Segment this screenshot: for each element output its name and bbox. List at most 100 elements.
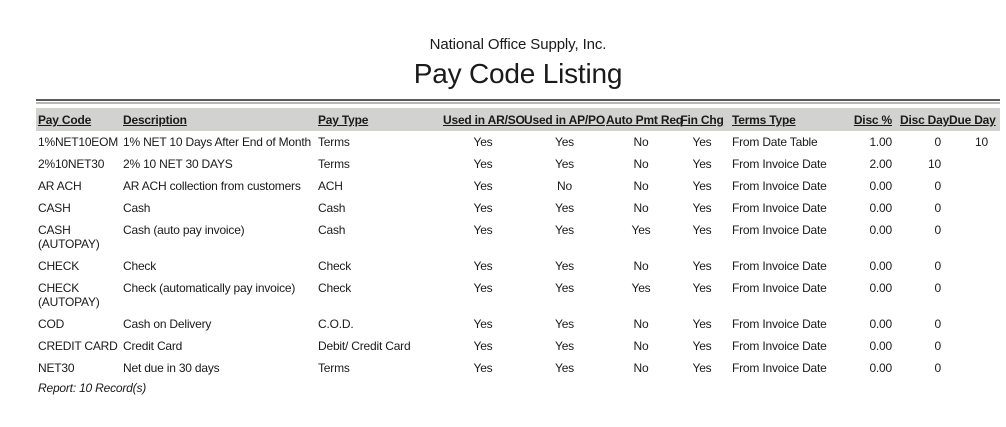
cell-disc_day: 0 [934,281,942,295]
cell-description: 1% NET 10 Days After End of Month [123,135,311,149]
cell-pay_code: NET30 [38,361,75,375]
cell-used_ap_po: Yes [555,339,574,353]
cell-terms_type: From Invoice Date [732,259,827,273]
cell-fin_chg: Yes [692,157,712,171]
pay-code-listing-report: National Office Supply, Inc. Pay Code Li… [0,36,1006,427]
cell-used_ar_so: Yes [473,339,493,353]
cell-disc_day: 0 [934,339,942,353]
cell-fin_chg: Yes [692,361,712,375]
cell-disc_pct: 1.00 [869,135,892,149]
cell-description: AR ACH collection from customers [123,179,301,193]
cell-due_day [949,357,1000,379]
cell-used_ap_po: Yes [555,361,574,375]
cell-pay_type: Check [318,259,352,273]
cell-auto_pmt_req: No [633,259,649,273]
column-header-pay_type: Pay Type [318,113,369,127]
cell-fin_chg: Yes [692,223,712,237]
cell-used_ap_po: Yes [555,223,574,237]
cell-disc_day: 0 [934,259,942,273]
page-title: Pay Code Listing [413,58,623,89]
cell-disc_pct: 0.00 [869,223,892,237]
cell-fin_chg: Yes [692,259,712,273]
cell-used_ar_so: Yes [473,179,493,193]
cell-auto_pmt_req: No [633,157,649,171]
cell-terms_type: From Invoice Date [732,223,827,237]
cell-used_ar_so: Yes [473,201,493,215]
table-body: 1%NET10EOM 1% NET 10 Days After End of Mo… [36,131,1000,379]
table-row: CREDIT CARD Credit Card Debit/ Credit Card… [36,335,1000,357]
cell-used_ap_po: Yes [555,135,574,149]
table-row: CHECK (AUTOPAY) Check (automatically pay … [36,277,1000,313]
cell-used_ap_po: Yes [555,157,574,171]
cell-disc_pct: 0.00 [869,281,892,295]
cell-pay_type: Terms [318,157,350,171]
table-row: 1%NET10EOM 1% NET 10 Days After End of Mo… [36,131,1000,153]
table-row: NET30 Net due in 30 days Terms Yes Yes No Yes F… [36,357,1000,379]
cell-used_ar_so: Yes [473,317,493,331]
cell-due_day [949,197,1000,219]
cell-terms_type: From Date Table [732,135,818,149]
cell-pay_code: CHECK [38,259,80,273]
cell-fin_chg: Yes [692,135,712,149]
cell-pay_type: Terms [318,361,350,375]
cell-description: Cash on Delivery [123,317,212,331]
cell-due_day [949,175,1000,197]
cell-pay_code: CREDIT CARD [38,339,118,353]
cell-description: Cash (auto pay invoice) [123,223,245,237]
cell-pay_type: C.O.D. [318,317,354,331]
cell-disc_pct: 0.00 [869,201,892,215]
column-header-description: Description [123,113,187,127]
cell-auto_pmt_req: No [633,361,649,375]
cell-disc_day: 0 [934,223,942,237]
cell-description: Net due in 30 days [123,361,220,375]
cell-description: Check [123,259,157,273]
cell-due_day [949,219,1000,255]
cell-disc_pct: 0.00 [869,179,892,193]
column-header-disc_day: Disc Day [900,113,950,127]
cell-terms_type: From Invoice Date [732,317,827,331]
cell-used_ap_po: No [557,179,572,193]
table-row: CHECK Check Check Yes Yes No Yes From Invoice D… [36,255,1000,277]
company-name: National Office Supply, Inc. [429,36,607,53]
cell-disc_day: 0 [934,361,942,375]
cell-used_ap_po: Yes [555,201,574,215]
cell-description: Check (automatically pay invoice) [123,281,296,295]
cell-used_ap_po: Yes [555,281,574,295]
cell-description: Cash [123,201,151,215]
column-header-due_day: Due Day [949,113,996,127]
cell-due_day [949,313,1000,335]
cell-disc_day: 10 [928,157,941,171]
cell-fin_chg: Yes [692,201,712,215]
cell-pay_type: Cash [318,201,346,215]
cell-pay_code: CASH [38,201,71,215]
column-header-pay_code: Pay Code [38,113,92,127]
cell-due_day [949,277,1000,313]
cell-auto_pmt_req: No [633,135,649,149]
cell-disc_day: 0 [934,201,942,215]
cell-auto_pmt_req: No [633,317,649,331]
table-row: 2%10NET30 2% 10 NET 30 DAYS Terms Yes Yes No Y… [36,153,1000,175]
cell-pay_code: CHECK (AUTOPAY) [38,281,100,309]
cell-pay_code: CASH (AUTOPAY) [38,223,100,251]
cell-disc_pct: 0.00 [869,339,892,353]
table-row: CASH Cash Cash Yes Yes No Yes From Invoice Date… [36,197,1000,219]
table-row: CASH (AUTOPAY) Cash (auto pay invoice) Cas… [36,219,1000,255]
cell-terms_type: From Invoice Date [732,157,827,171]
cell-auto_pmt_req: Yes [631,281,651,295]
cell-auto_pmt_req: No [633,201,649,215]
cell-fin_chg: Yes [692,179,712,193]
cell-disc_pct: 2.00 [869,157,892,171]
cell-used_ar_so: Yes [473,281,493,295]
cell-disc_pct: 0.00 [869,317,892,331]
cell-auto_pmt_req: No [633,339,649,353]
record-count: Report: 10 Record(s) [38,381,147,395]
cell-pay_code: COD [38,317,65,331]
cell-fin_chg: Yes [692,281,712,295]
report-header: National Office Supply, Inc. Pay Code Li… [36,36,1000,90]
cell-pay_code: 1%NET10EOM [38,135,119,149]
column-header-disc_pct: Disc % [853,113,892,127]
cell-pay_code: AR ACH [38,179,82,193]
cell-disc_day: 0 [934,179,942,193]
cell-terms_type: From Invoice Date [732,339,827,353]
pay-code-table: Pay Code Description Pay Type Used in AR/SO… [36,99,1000,379]
